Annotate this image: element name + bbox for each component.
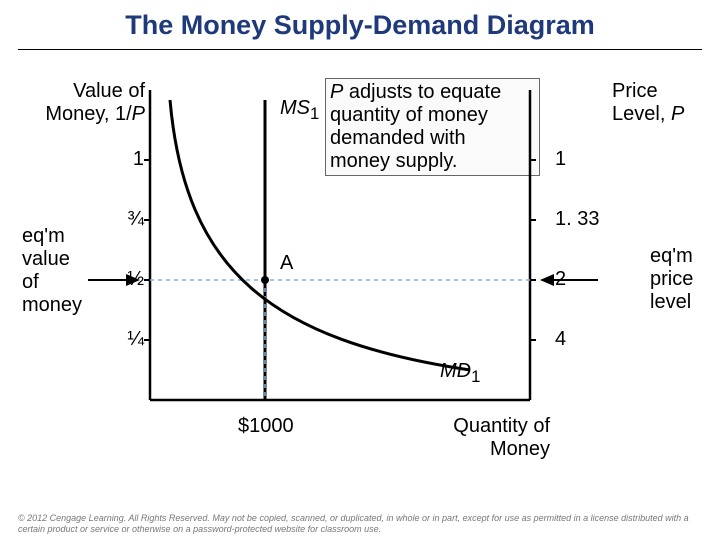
eqm-left-label: eq'm value of money xyxy=(22,225,87,317)
page-title: The Money Supply-Demand Diagram xyxy=(18,0,702,50)
left-tick-1: 1 xyxy=(124,148,144,171)
eqm-right-l1: eq'm xyxy=(650,245,693,267)
right-axis-label-l2: Level, xyxy=(612,103,671,125)
eqm-left-l1: eq'm xyxy=(22,225,65,247)
right-tick-4: 4 xyxy=(555,328,566,351)
right-axis-label-l1: Price xyxy=(612,80,658,102)
left-axis-label-l1: Value of xyxy=(73,80,145,102)
chart-svg xyxy=(150,80,550,440)
x-axis-label-l2: Money xyxy=(490,438,550,460)
left-axis-label-l2: Money, 1/ xyxy=(45,103,131,125)
eqm-left-l2: value xyxy=(22,248,70,270)
eqm-left-l4: money xyxy=(22,294,82,316)
eqm-right-label: eq'm price level xyxy=(650,245,693,314)
left-tick-025: ¼ xyxy=(124,328,144,351)
chart xyxy=(150,80,550,440)
eqm-left-l3: of xyxy=(22,271,39,293)
eqm-right-l3: level xyxy=(650,291,691,313)
right-axis-label-p: P xyxy=(671,103,684,125)
copyright: © 2012 Cengage Learning. All Rights Rese… xyxy=(18,513,702,534)
right-tick-133: 1. 33 xyxy=(555,208,599,231)
eqm-right-l2: price xyxy=(650,268,693,290)
left-axis-label: Value of Money, 1/P xyxy=(40,80,145,126)
right-tick-1: 1 xyxy=(555,148,566,171)
left-tick-075: ¾ xyxy=(124,208,144,231)
right-axis-label: Price Level, P xyxy=(612,80,684,126)
left-axis-label-p: P xyxy=(132,103,145,125)
